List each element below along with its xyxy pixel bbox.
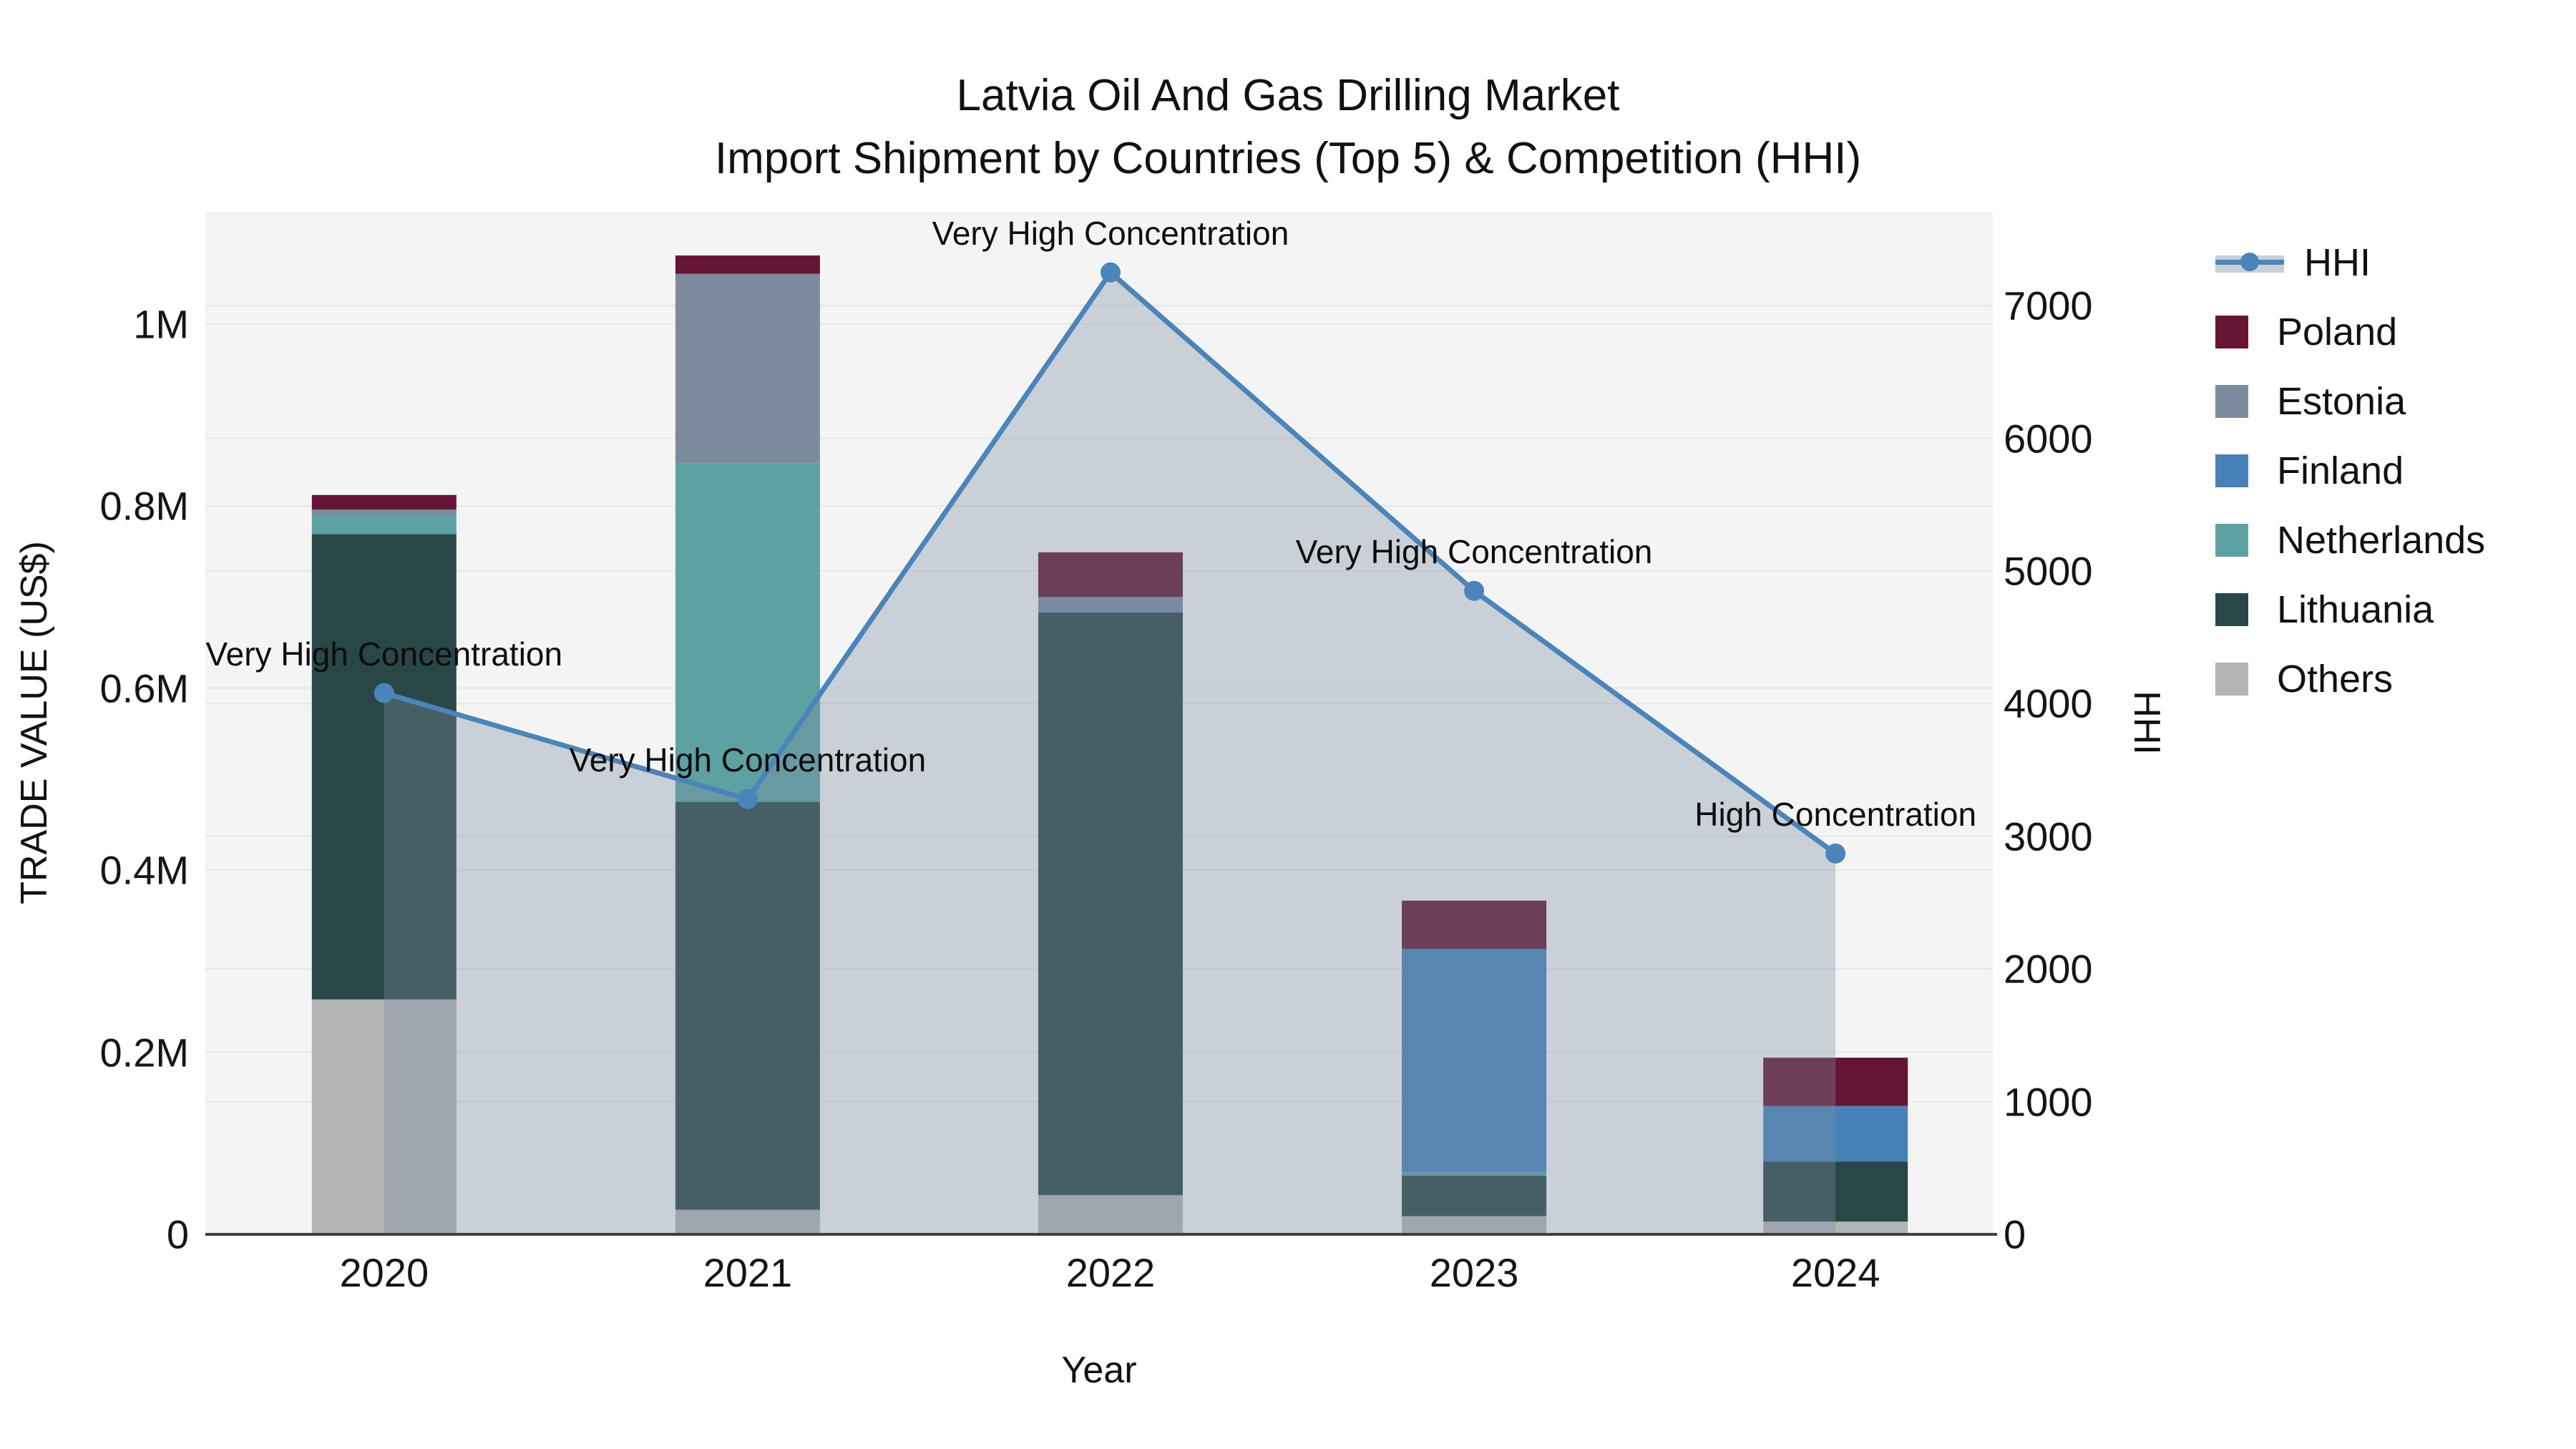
legend-swatch-others [2215, 662, 2248, 696]
legend-item-lithuania: Lithuania [2215, 575, 2485, 644]
y-left-tick-0.2M: 0.2M [99, 1030, 190, 1075]
x-tick-2024: 2024 [1790, 1250, 1880, 1295]
bar-segment-poland-2020 [311, 494, 457, 510]
hhi-marker-swatch [2240, 252, 2259, 271]
bar-segment-estonia-2021 [675, 273, 820, 464]
y-axis-right-title: HHI [2126, 691, 2167, 755]
bar-segment-lithuania-2021 [675, 801, 820, 1210]
y-left-tick-0.4M: 0.4M [99, 847, 190, 893]
legend-item-finland: Finland [2215, 436, 2485, 505]
legend-label-finland: Finland [2277, 449, 2404, 492]
hhi-annotation-2021: Very High Concentration [569, 741, 927, 779]
bar-segment-finland-2023 [1402, 949, 1547, 1172]
bar-segment-lithuania-2022 [1038, 612, 1183, 1196]
hhi-annotation-2022: Very High Concentration [932, 214, 1289, 252]
bar-segment-poland-2022 [1038, 552, 1183, 597]
bar-segment-lithuania-2024 [1763, 1161, 1908, 1222]
bar-segment-poland-2021 [675, 255, 820, 274]
x-tick-2020: 2020 [339, 1250, 429, 1295]
hhi-annotation-2024: High Concentration [1694, 795, 1977, 833]
legend-label-netherlands: Netherlands [2277, 518, 2486, 562]
legend-swatch-netherlands [2215, 523, 2248, 557]
bar-segment-poland-2024 [1763, 1058, 1908, 1106]
legend-swatch-finland [2215, 454, 2248, 487]
bar-segment-netherlands-2023 [1402, 1171, 1547, 1176]
bar-segment-lithuania-2020 [311, 534, 457, 1000]
legend-label-estonia: Estonia [2277, 379, 2406, 423]
bar-segment-others-2023 [1402, 1216, 1547, 1234]
y-left-tick-0.8M: 0.8M [99, 483, 190, 529]
legend-item-others: Others [2215, 644, 2485, 713]
hhi-marker-2021 [737, 789, 758, 809]
legend-item-hhi: HHI [2215, 228, 2485, 297]
y-right-tick-2000: 2000 [2004, 946, 2093, 992]
legend-item-poland: Poland [2215, 297, 2485, 366]
bar-segment-others-2022 [1038, 1195, 1183, 1234]
legend-item-estonia: Estonia [2215, 366, 2485, 436]
hhi-marker-2024 [1825, 843, 1846, 864]
y-right-tick-0: 0 [2004, 1211, 2026, 1257]
x-tick-2021: 2021 [703, 1250, 793, 1295]
y-axis-left-title: TRADE VALUE (US$) [14, 541, 55, 904]
legend-label-lithuania: Lithuania [2277, 587, 2434, 631]
bar-segment-estonia-2020 [311, 509, 457, 514]
hhi-marker-2023 [1464, 580, 1485, 601]
legend-swatch-lithuania [2215, 592, 2248, 626]
bar-segment-others-2021 [675, 1209, 820, 1234]
bar-segment-others-2024 [1763, 1221, 1908, 1234]
y-right-tick-6000: 6000 [2004, 416, 2093, 461]
hhi-line-legend-icon [2215, 246, 2284, 279]
hhi-annotation-2020: Very High Concentration [205, 635, 563, 673]
hhi-marker-2022 [1100, 262, 1121, 283]
x-tick-2022: 2022 [1065, 1250, 1156, 1295]
hhi-marker-2020 [374, 683, 394, 703]
bar-segment-estonia-2022 [1038, 597, 1183, 613]
y-left-tick-1M: 1M [133, 301, 189, 346]
y-right-tick-3000: 3000 [2004, 814, 2093, 859]
bar-segment-lithuania-2023 [1402, 1175, 1547, 1216]
legend-item-netherlands: Netherlands [2215, 505, 2485, 575]
legend-label-others: Others [2277, 657, 2394, 701]
legend-label-poland: Poland [2277, 310, 2398, 353]
y-right-tick-4000: 4000 [2004, 680, 2093, 726]
y-right-tick-5000: 5000 [2004, 548, 2093, 594]
x-tick-2023: 2023 [1429, 1250, 1519, 1295]
y-left-tick-0.6M: 0.6M [99, 665, 190, 711]
chart-title-line1: Latvia Oil And Gas Drilling Market [956, 71, 1620, 120]
bar-segment-finland-2024 [1763, 1106, 1908, 1162]
hhi-area-fill [384, 272, 1836, 1234]
legend-swatch-poland [2215, 315, 2248, 348]
x-axis-title: Year [1061, 1350, 1137, 1391]
bar-segment-poland-2023 [1402, 900, 1547, 950]
legend-label-hhi: HHI [2304, 240, 2371, 284]
y-right-tick-1000: 1000 [2004, 1079, 2093, 1125]
y-right-tick-7000: 7000 [2004, 283, 2093, 328]
bar-segment-others-2020 [311, 999, 457, 1234]
y-left-tick-0: 0 [166, 1211, 189, 1257]
legend-swatch-estonia [2215, 384, 2248, 418]
hhi-annotation-2023: Very High Concentration [1295, 532, 1653, 570]
bar-segment-netherlands-2021 [675, 463, 820, 802]
bar-segment-netherlands-2020 [311, 514, 457, 535]
legend: HHI Poland Estonia Finland Netherlands Lithua… [2215, 228, 2485, 713]
chart-title-line2: Import Shipment by Countries (Top 5) & C… [714, 134, 1862, 183]
